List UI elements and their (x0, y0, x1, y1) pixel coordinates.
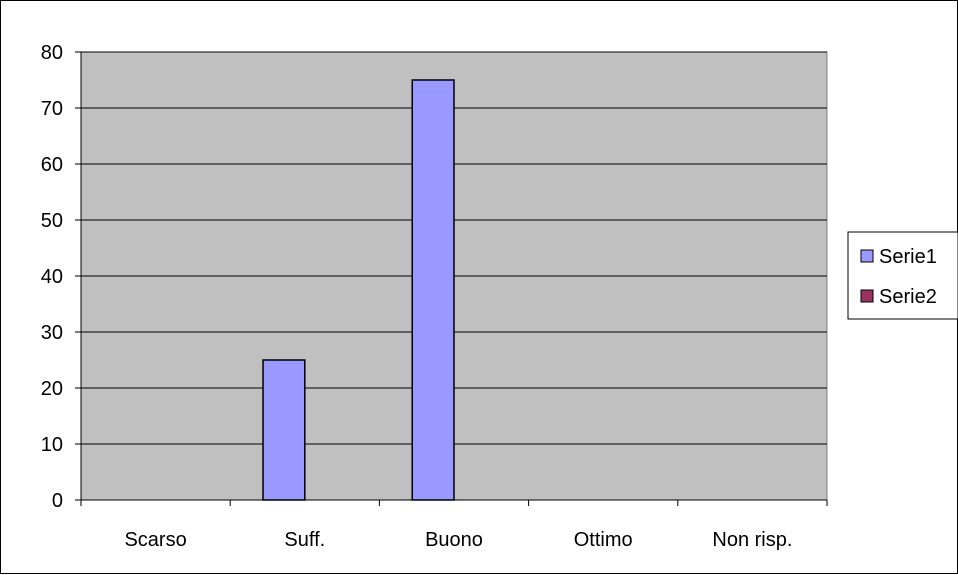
y-tick-label: 70 (41, 98, 63, 120)
x-category-label: Non risp. (712, 529, 792, 551)
x-category-label: Ottimo (574, 529, 633, 551)
legend-box (847, 231, 958, 320)
x-category-label: Buono (425, 529, 483, 551)
bar-serie1-1 (262, 359, 306, 501)
x-category-label: Scarso (124, 529, 186, 551)
legend-label-serie2: Serie2 (879, 286, 937, 308)
y-tick-label: 20 (41, 378, 63, 400)
y-tick-label: 30 (41, 322, 63, 344)
y-tick-label: 10 (41, 434, 63, 456)
y-tick-label: 80 (41, 42, 63, 64)
y-tick-label: 60 (41, 154, 63, 176)
x-category-label: Suff. (284, 529, 325, 551)
y-axis-ticks: 0 10 20 30 40 50 60 70 80 (41, 42, 81, 512)
y-tick-label: 40 (41, 266, 63, 288)
bar-serie1-2 (411, 79, 455, 501)
legend-label-serie1: Serie1 (879, 246, 937, 268)
legend-swatch-serie2 (860, 289, 874, 303)
legend-swatch-serie1 (860, 249, 874, 263)
y-tick-label: 50 (41, 210, 63, 232)
legend: Serie1 Serie2 (847, 231, 958, 320)
y-tick-label: 0 (52, 490, 63, 512)
x-axis-ticks: Scarso Suff. Buono Ottimo Non risp. (80, 500, 828, 551)
